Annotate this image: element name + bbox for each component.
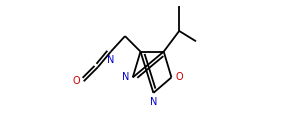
Text: O: O [72, 76, 80, 86]
Text: N: N [107, 55, 115, 66]
Text: N: N [121, 72, 129, 82]
Text: N: N [150, 97, 157, 107]
Text: O: O [175, 72, 183, 82]
